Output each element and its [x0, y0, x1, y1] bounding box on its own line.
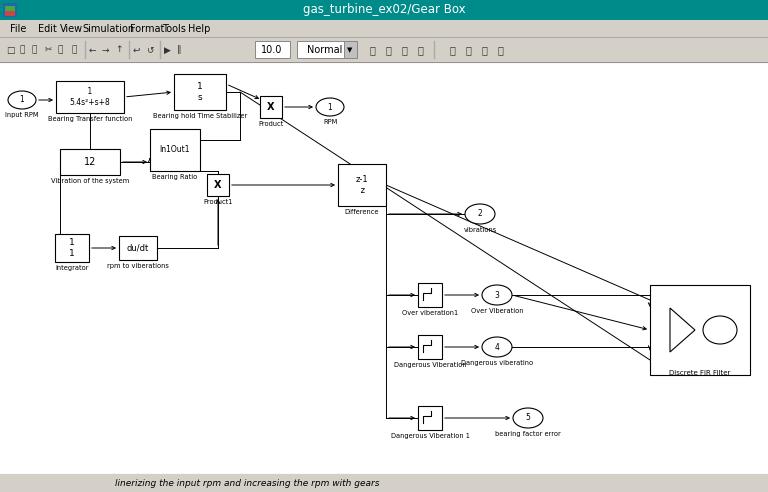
Bar	[297, 41, 357, 58]
Bar	[0, 0, 768, 20]
Text: vibrations: vibrations	[463, 227, 497, 233]
Ellipse shape	[513, 408, 543, 428]
Text: 12: 12	[84, 157, 96, 167]
Text: 📄: 📄	[71, 45, 76, 55]
Text: ⎘: ⎘	[58, 45, 64, 55]
Text: Help: Help	[188, 24, 210, 34]
Text: Format: Format	[130, 24, 164, 34]
Text: Normal: Normal	[307, 45, 343, 55]
Text: Product1: Product1	[204, 199, 233, 205]
Text: Discrete FIR Filter: Discrete FIR Filter	[670, 370, 730, 376]
Text: Over Viberation: Over Viberation	[471, 308, 523, 314]
Text: 🚀: 🚀	[450, 45, 456, 55]
Text: In1Out1: In1Out1	[160, 146, 190, 154]
Bar	[418, 406, 442, 430]
Text: 5: 5	[525, 413, 531, 423]
Bar	[418, 335, 442, 359]
Text: 🖵: 🖵	[370, 45, 376, 55]
Text: du/dt: du/dt	[127, 244, 149, 252]
Ellipse shape	[8, 91, 36, 109]
Text: ←: ←	[89, 45, 97, 55]
Text: Over viberation1: Over viberation1	[402, 310, 458, 316]
Text: Tools: Tools	[162, 24, 186, 34]
Text: Difference: Difference	[345, 209, 379, 215]
Text: Bearing Transfer function: Bearing Transfer function	[48, 116, 132, 122]
Text: ↺: ↺	[146, 45, 154, 55]
Ellipse shape	[482, 337, 512, 357]
Bar	[255, 41, 290, 58]
Text: 1
1: 1 1	[69, 238, 74, 258]
Bar	[0, 37, 768, 62]
Ellipse shape	[703, 316, 737, 344]
Bar	[174, 74, 226, 110]
Text: 🖫: 🖫	[19, 45, 25, 55]
Bar	[3, 3, 17, 17]
Text: z-1
 z: z-1 z	[356, 175, 369, 195]
Text: →: →	[102, 45, 110, 55]
Text: 1
s: 1 s	[197, 82, 203, 102]
Bar	[150, 129, 200, 171]
Bar	[119, 236, 157, 260]
Text: Dangerous Viberation 1: Dangerous Viberation 1	[391, 433, 469, 439]
Bar	[55, 234, 89, 262]
Bar	[338, 164, 386, 206]
Text: 1: 1	[20, 95, 25, 104]
Text: Bearing hold Time Stabilizer: Bearing hold Time Stabilizer	[153, 113, 247, 119]
Bar	[5, 6, 15, 11]
Text: Dangerous viberatino: Dangerous viberatino	[461, 360, 533, 366]
Text: 2: 2	[478, 210, 482, 218]
Ellipse shape	[465, 204, 495, 224]
Text: 📱: 📱	[466, 45, 472, 55]
Text: Dangerous Viberation: Dangerous Viberation	[394, 362, 466, 368]
Bar	[260, 96, 282, 118]
Bar	[0, 474, 768, 492]
Bar	[5, 11, 15, 16]
Bar	[56, 81, 124, 113]
Text: 🚫: 🚫	[498, 45, 504, 55]
Ellipse shape	[316, 98, 344, 116]
Text: Edit: Edit	[38, 24, 57, 34]
Text: 1    
5.4s²+s+8: 1 5.4s²+s+8	[70, 87, 111, 107]
Text: Integrator: Integrator	[55, 265, 89, 271]
Text: ▼: ▼	[347, 47, 353, 53]
Text: ↑: ↑	[115, 45, 123, 55]
Text: bearing factor error: bearing factor error	[495, 431, 561, 437]
Text: Input RPM: Input RPM	[5, 112, 38, 118]
Text: RPM: RPM	[323, 119, 337, 125]
Bar	[0, 20, 768, 37]
Bar	[650, 285, 750, 375]
Text: 3: 3	[495, 290, 499, 300]
Text: ✂: ✂	[45, 45, 52, 55]
Text: Bearing Ratio: Bearing Ratio	[152, 174, 197, 180]
Bar	[344, 41, 357, 58]
Text: 1: 1	[328, 102, 333, 112]
Text: Product: Product	[258, 121, 283, 127]
Text: X: X	[267, 102, 275, 112]
Text: 4: 4	[495, 342, 499, 351]
Text: 🔄: 🔄	[418, 45, 424, 55]
Text: 💾: 💾	[482, 45, 488, 55]
Text: 📥: 📥	[402, 45, 408, 55]
Text: View: View	[60, 24, 83, 34]
Text: linerizing the input rpm and increasing the rpm with gears: linerizing the input rpm and increasing …	[115, 479, 379, 488]
Text: □: □	[6, 45, 15, 55]
Bar	[207, 174, 229, 196]
Text: ↩: ↩	[133, 45, 141, 55]
Text: gas_turbine_ex02/Gear Box: gas_turbine_ex02/Gear Box	[303, 3, 465, 17]
Text: Simulation: Simulation	[82, 24, 134, 34]
Text: Vibration of the system: Vibration of the system	[51, 178, 129, 184]
Text: ‖: ‖	[177, 45, 181, 55]
Text: ▶: ▶	[164, 45, 170, 55]
Text: 📊: 📊	[386, 45, 392, 55]
Ellipse shape	[482, 285, 512, 305]
Text: File: File	[10, 24, 26, 34]
Text: 10.0: 10.0	[261, 45, 283, 55]
Bar	[0, 62, 768, 474]
Text: rpm to viberations: rpm to viberations	[107, 263, 169, 269]
Text: 🖨: 🖨	[32, 45, 38, 55]
Text: X: X	[214, 180, 222, 190]
Bar	[418, 283, 442, 307]
Polygon shape	[670, 308, 695, 352]
Bar	[60, 149, 120, 175]
